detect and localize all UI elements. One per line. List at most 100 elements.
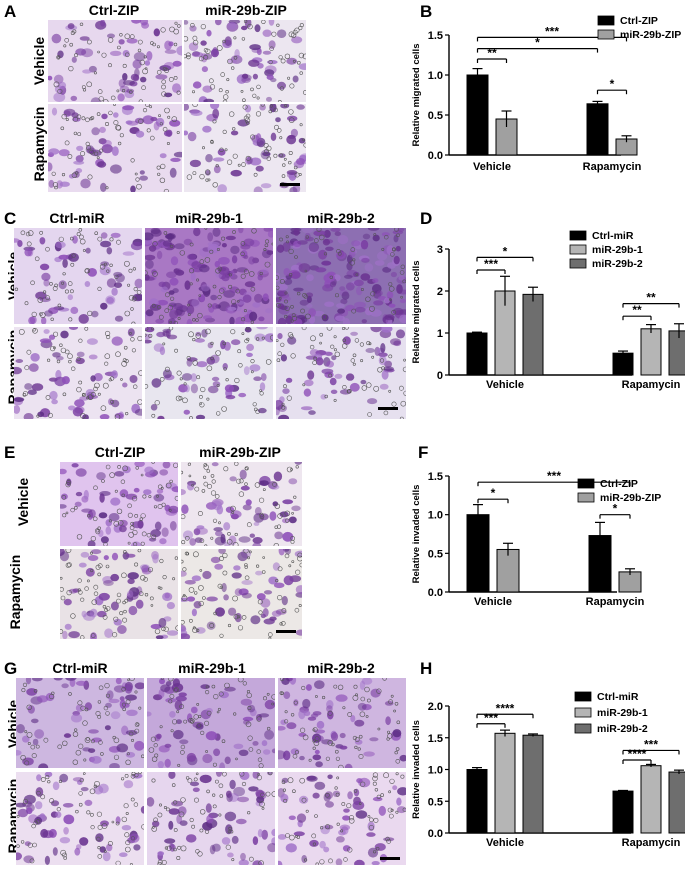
membrane-pore [379,358,385,363]
significance-label-d: * [503,244,508,258]
membrane-pore [204,829,210,834]
membrane-pore [139,59,146,66]
stained-cell [252,302,261,308]
membrane-pore [290,305,294,309]
y-tick-label-f: 0.0 [428,587,443,599]
membrane-pore [242,681,247,686]
stained-cell [156,250,163,260]
stained-cell [282,531,294,542]
membrane-pore [395,747,400,751]
y-axis-label-b: Relative migrated cells [411,44,422,147]
panel-letter-c: C [4,209,17,228]
stained-cell [243,366,250,376]
stained-cell [28,363,39,372]
membrane-pore [187,303,191,307]
membrane-pore [68,359,72,364]
stained-cell [184,20,189,25]
stained-cell [397,787,406,796]
stained-cell [252,537,263,544]
membrane-pore [357,747,361,751]
stained-cell [119,852,128,857]
membrane-pore [52,286,58,291]
stained-cell [241,73,249,79]
membrane-pore [78,228,83,232]
stained-cell [71,463,79,468]
y-axis-label-f: Relative invaded cells [411,485,422,584]
stained-cell [201,329,208,338]
stained-cell [344,763,353,768]
membrane-pore [313,356,318,361]
membrane-pore [137,549,142,553]
membrane-pore [297,552,302,558]
membrane-pore [87,394,94,400]
bar-d-mir-29b-2 [668,330,685,376]
membrane-pore [67,281,73,286]
membrane-pore [400,295,403,299]
stained-cell [88,354,98,360]
membrane-pore [197,510,203,516]
stained-cell [223,594,229,601]
membrane-pore [79,234,84,240]
stained-cell [82,69,92,74]
membrane-pore [283,384,287,389]
stained-cell [61,493,68,500]
membrane-pore [192,90,196,94]
membrane-pore [262,556,265,559]
membrane-pore [111,820,115,824]
panel-letter-h: H [420,659,433,678]
membrane-pore [283,157,287,161]
bar-d-ctrl-mir [466,332,488,376]
membrane-pore [179,250,185,256]
membrane-pore [75,749,82,756]
stained-cell [339,824,351,831]
stained-cell [159,469,169,476]
stained-cell [212,47,218,56]
membrane-pore [65,549,72,553]
membrane-pore [63,856,68,860]
membrane-pore [261,807,265,810]
membrane-pore [367,698,371,703]
micrograph-texture [60,549,178,639]
membrane-pore [166,845,172,851]
stained-cell [133,844,141,851]
membrane-pore [333,335,337,339]
membrane-pore [107,841,113,847]
stained-cell [40,828,49,838]
membrane-pore [78,380,83,385]
membrane-pore [116,508,123,514]
membrane-pore [173,800,178,805]
stained-cell [100,302,108,310]
stained-cell [262,608,269,617]
membrane-pore [96,836,101,842]
legend-swatch-d [569,244,587,255]
membrane-pore [32,328,36,332]
stained-cell [266,96,272,102]
stained-cell [80,787,89,792]
stained-cell [147,797,155,807]
membrane-pore [109,237,114,242]
membrane-pore [299,23,304,28]
stained-cell [164,40,172,51]
x-category-label-h: Vehicle [486,837,524,849]
stained-cell [206,596,218,602]
membrane-pore [348,817,355,824]
stained-cell [230,245,240,255]
membrane-pore [196,722,202,728]
membrane-pore [164,292,170,298]
membrane-pore [172,577,176,581]
membrane-pore [169,320,173,324]
stained-cell [101,139,112,147]
stained-cell [181,570,187,577]
stained-cell [283,575,294,586]
stained-cell [172,83,181,93]
stained-cell [246,352,253,357]
stained-cell [387,262,396,269]
stained-cell [310,713,319,718]
membrane-pore [212,793,216,797]
membrane-pore [233,55,238,60]
membrane-pore [97,854,103,859]
stained-cell [351,240,361,247]
stained-cell [286,170,298,175]
stained-cell [205,154,213,163]
stained-cell [377,251,388,261]
